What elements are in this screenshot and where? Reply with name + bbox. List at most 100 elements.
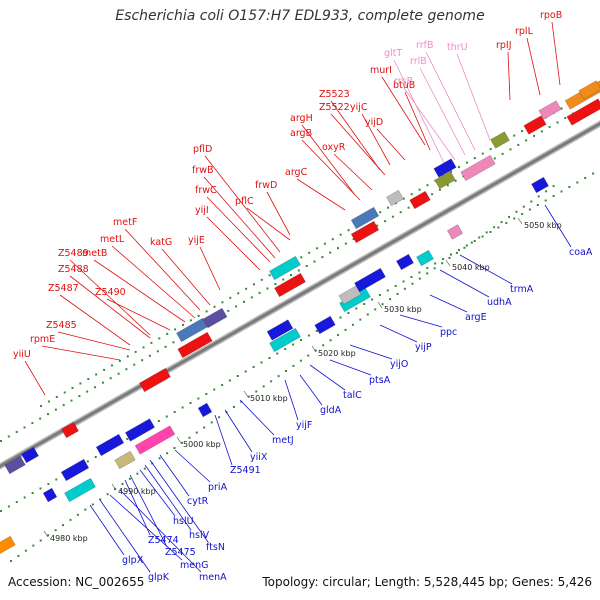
gene-label-rrsB: rrsB xyxy=(394,76,413,87)
tick-dot xyxy=(125,368,128,371)
leader-line xyxy=(69,275,151,339)
tick-dot xyxy=(473,157,476,160)
gene-label-frwB: frwB xyxy=(192,165,214,176)
tick-dot xyxy=(470,241,473,244)
tick-dot xyxy=(363,303,366,305)
gene-label-yijI: yijI xyxy=(195,205,209,216)
tick-dot xyxy=(478,236,481,239)
tick-dot xyxy=(454,179,457,182)
gene-label-Z5488: Z5488 xyxy=(58,264,89,275)
tick-dot xyxy=(173,411,176,413)
leader-line xyxy=(379,324,418,343)
tick-dot xyxy=(173,447,176,449)
gene-label-Z5487: Z5487 xyxy=(48,283,79,294)
gene-feature xyxy=(0,535,16,555)
tick-dot xyxy=(403,287,406,290)
tick-dot xyxy=(128,477,131,480)
gene-label-rpmE: rpmE xyxy=(30,334,55,345)
gene-label-ptsA: ptsA xyxy=(369,375,391,386)
gene-feature xyxy=(202,307,228,329)
gene-feature xyxy=(490,131,510,149)
tick-dot xyxy=(530,200,533,203)
tick-dot xyxy=(344,242,347,245)
tick-dot xyxy=(23,426,26,429)
tick-dot xyxy=(433,267,436,270)
tick-dot xyxy=(243,300,245,303)
gene-label-Z5475: Z5475 xyxy=(165,547,196,558)
tick-dot xyxy=(473,240,476,242)
tick-dot xyxy=(505,222,508,224)
tick-dot xyxy=(245,287,248,290)
tick-dot xyxy=(292,364,295,367)
tick-dot xyxy=(418,188,421,191)
tick-dot xyxy=(418,271,421,274)
leader-line xyxy=(526,37,541,96)
gene-label-argC: argC xyxy=(285,167,308,178)
tick-dot xyxy=(258,291,261,294)
gene-label-metF: metF xyxy=(113,217,137,228)
tick-dot xyxy=(515,210,518,213)
gene-features xyxy=(0,80,600,555)
gene-feature xyxy=(538,100,562,120)
tick-dot xyxy=(544,199,547,202)
tick-dot xyxy=(509,148,512,151)
tick-dot xyxy=(381,303,384,306)
tick-dot xyxy=(592,172,595,175)
leader-line xyxy=(381,76,426,146)
tick-dot xyxy=(389,298,392,301)
gene-feature xyxy=(409,190,431,210)
gene-feature xyxy=(269,327,301,353)
leader-line xyxy=(419,67,466,156)
tick-dot xyxy=(121,483,124,485)
tick-dot xyxy=(166,332,169,335)
tick-dot xyxy=(308,251,311,254)
tick-dot xyxy=(274,283,277,285)
tick-dot xyxy=(188,436,191,439)
leader-line xyxy=(551,21,561,86)
leader-line xyxy=(139,469,176,517)
tick-dot xyxy=(339,233,342,236)
tick-dot xyxy=(371,298,374,301)
tick-dot xyxy=(568,186,571,188)
tick-dot xyxy=(501,152,504,155)
tick-dot xyxy=(94,456,97,458)
gene-label-rplL: rplL xyxy=(515,26,534,37)
gene-feature xyxy=(314,315,336,335)
tick-dot xyxy=(410,193,413,196)
tick-dot xyxy=(55,478,58,481)
ruler-tick xyxy=(243,390,249,398)
tick-dot xyxy=(347,312,350,314)
gene-label-yijF: yijF xyxy=(296,420,312,431)
tick-dot xyxy=(426,184,429,187)
gene-label-yiiX: yiiX xyxy=(250,452,268,463)
gene-label-yijC: yijC xyxy=(350,102,368,113)
tick-dot xyxy=(450,253,452,256)
tick-dot xyxy=(376,224,379,227)
gene-label-Z5489: Z5489 xyxy=(58,248,89,259)
ruler-label: 5020 kbp xyxy=(318,349,356,358)
accession-text: Accession: NC_002655 xyxy=(8,575,145,589)
gene-label-Z5522: Z5522 xyxy=(319,102,350,113)
gene-label-ftsN: ftsN xyxy=(206,542,225,553)
tick-dot xyxy=(307,354,310,357)
gene-feature xyxy=(269,255,301,281)
tick-dot xyxy=(513,134,516,137)
tick-dot xyxy=(166,452,169,455)
tick-dot xyxy=(533,134,535,137)
gene-feature xyxy=(64,477,96,503)
tick-dot xyxy=(197,314,200,317)
tick-dot xyxy=(337,334,339,337)
tick-dot xyxy=(536,204,539,206)
tick-dot xyxy=(250,296,253,299)
tick-dot xyxy=(78,395,81,398)
ruler-label: 4990 kbp xyxy=(118,487,156,496)
tick-dot xyxy=(126,355,129,358)
gene-feature xyxy=(60,458,90,482)
tick-dot xyxy=(47,400,50,403)
gene-label-Z5491: Z5491 xyxy=(230,465,261,476)
leader-line xyxy=(204,155,281,253)
gene-label-gldA: gldA xyxy=(320,405,342,416)
tick-dot xyxy=(23,496,26,499)
tick-dot xyxy=(31,492,34,494)
tick-dot xyxy=(315,330,318,332)
